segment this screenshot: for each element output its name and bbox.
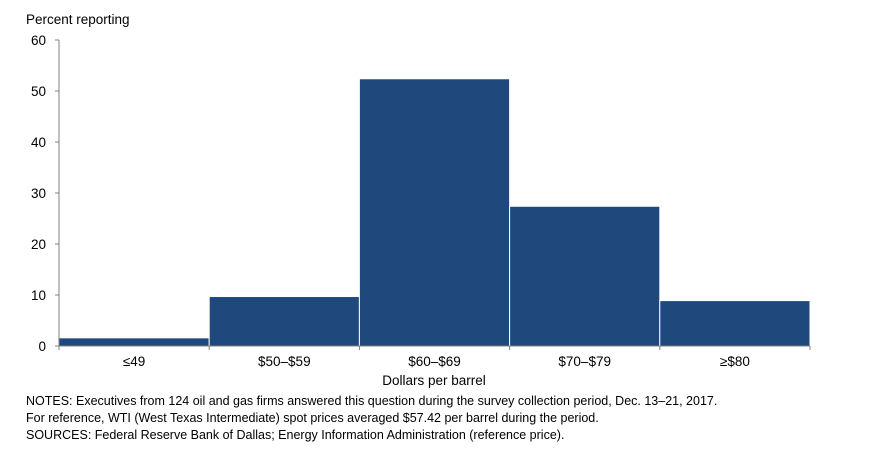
y-tick-label: 50 (31, 84, 46, 99)
x-tick-label: $50–$59 (258, 354, 311, 369)
notes-line-1: NOTES: Executives from 124 oil and gas f… (26, 394, 718, 408)
y-tick-label: 30 (31, 186, 46, 201)
notes-block: NOTES: Executives from 124 oil and gas f… (26, 393, 717, 444)
x-tick-label: $60–$69 (408, 354, 461, 369)
bar (509, 205, 661, 347)
bars-group (58, 78, 811, 347)
sources-line: SOURCES: Federal Reserve Bank of Dallas;… (26, 428, 565, 442)
notes-line-2: For reference, WTI (West Texas Intermedi… (26, 411, 599, 425)
bar (208, 296, 360, 347)
y-tick-label: 40 (31, 135, 46, 150)
x-tick-label: $70–$79 (558, 354, 611, 369)
y-tick-label: 10 (31, 288, 46, 303)
x-axis: ≤49 $50–$59 $60–$69 $70–$79 ≥$80 (58, 346, 811, 369)
x-tick-label: ≥$80 (720, 354, 750, 369)
y-tick-label: 20 (31, 237, 46, 252)
y-tick-label: 60 (31, 33, 46, 48)
y-tick-label: 0 (38, 339, 46, 354)
x-axis-label: Dollars per barrel (382, 373, 486, 388)
bar (358, 78, 511, 347)
y-axis: 0 10 20 30 40 50 60 (31, 33, 59, 354)
x-tick-label: ≤49 (123, 354, 145, 369)
bar (659, 300, 811, 347)
bar (58, 337, 210, 347)
y-axis-label: Percent reporting (26, 12, 130, 27)
